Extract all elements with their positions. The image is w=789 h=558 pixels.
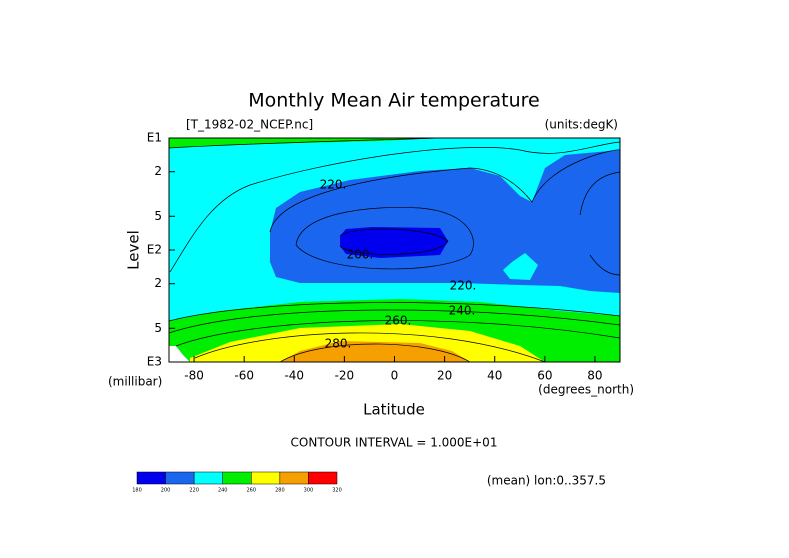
contour-line [169,141,621,273]
contour-line [579,171,621,216]
contour-line [589,254,621,276]
x-tick-label: -40 [284,369,304,383]
contour-label: 200. [347,248,374,262]
contour-fill [280,341,470,362]
contour-line [168,309,621,334]
x-tick-label: -60 [234,369,254,383]
contour-label: 220. [450,279,477,293]
contour-line [339,228,449,255]
x-axis-label: Latitude [363,401,425,419]
colorbar-cell [222,471,252,485]
colorbar-label: 220 [189,488,199,494]
contour-line [168,137,441,149]
y-tick-label: E2 [147,243,162,257]
x-tick-label: 20 [437,369,452,383]
y-axis-label: Level [125,230,143,270]
x-tick-label: 60 [537,369,552,383]
colorbar-label: 280 [275,488,285,494]
colorbar-cell [308,471,338,485]
colorbar-cell [165,471,195,485]
y-tick-label: 2 [154,164,162,178]
x-tick-label: 40 [487,369,502,383]
footnote: (mean) lon:0..357.5 [487,474,606,488]
y-tick-label: 2 [154,276,162,290]
colorbar-label: 240 [218,488,228,494]
y-tick-label: 5 [154,321,162,335]
x-axis-units: (degrees_north) [538,383,634,397]
subtitle-left: [T_1982-02_NCEP.nc] [186,118,313,132]
contour-label: 240. [449,304,476,318]
x-tick-label: 80 [587,369,602,383]
y-tick-label: E3 [147,355,162,369]
contour-line [168,302,621,322]
contour-interval: CONTOUR INTERVAL = 1.000E+01 [291,436,498,450]
colorbar-label: 180 [132,488,142,494]
colorbar-label: 300 [304,488,314,494]
contour-line [175,320,621,347]
contour-fill [169,138,440,148]
contour-line [279,343,471,363]
contour-line [194,332,546,363]
contour-line [269,149,621,233]
y-tick-label: 5 [154,209,162,223]
x-tick-label: -20 [335,369,355,383]
missing-data [169,346,190,362]
contour-line [295,207,474,270]
colorbar-cell [279,471,309,485]
contour-fill [340,227,448,258]
colorbar-cell [136,471,166,485]
colorbar-label: 200 [161,488,171,494]
colorbar-cell [251,471,281,485]
subtitle-right: (units:degK) [545,118,618,132]
x-tick-label: 0 [391,369,399,383]
contour-label: 260. [385,314,412,328]
x-tick-label: -80 [184,369,204,383]
contour-label: 280. [325,337,352,351]
contour-label: 220. [320,178,347,192]
contour-fill [270,150,620,293]
colorbar-label: 320 [332,488,342,494]
colorbar-cell [193,471,223,485]
y-tick-label: E1 [147,131,162,145]
colorbar-label: 260 [247,488,257,494]
y-axis-units: (millibar) [108,375,162,389]
chart-title: Monthly Mean Air temperature [248,90,539,112]
contour-fill [503,253,538,280]
